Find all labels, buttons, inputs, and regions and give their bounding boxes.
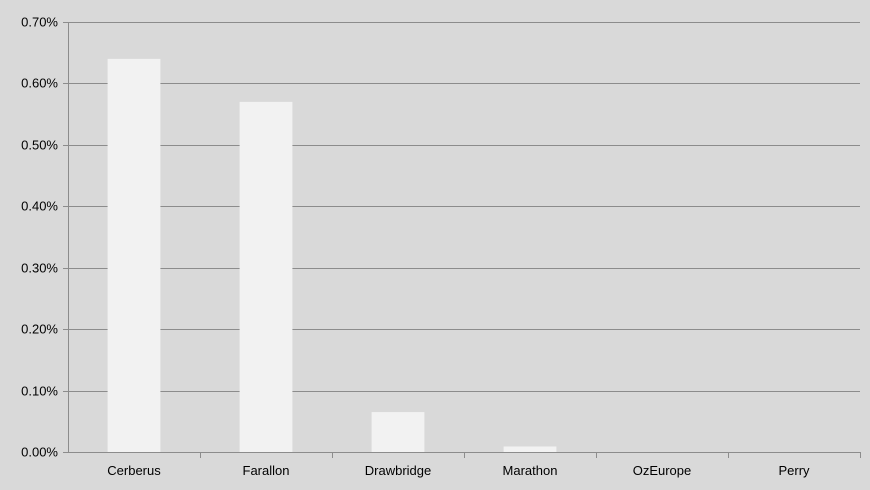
- y-tick-label: 0.40%: [21, 199, 58, 214]
- bar-cerberus: [107, 58, 161, 452]
- x-tick-label: OzEurope: [633, 463, 692, 478]
- bar-drawbridge: [371, 412, 425, 452]
- y-tick-label: 0.20%: [21, 322, 58, 337]
- x-tick-label: Cerberus: [107, 463, 161, 478]
- y-tick-label: 0.70%: [21, 15, 58, 30]
- bar-marathon: [503, 446, 557, 452]
- x-tick-label: Drawbridge: [365, 463, 431, 478]
- x-tick-label: Perry: [778, 463, 810, 478]
- gridlines: [68, 22, 860, 392]
- x-tick-label: Farallon: [243, 463, 290, 478]
- y-tick-label: 0.50%: [21, 138, 58, 153]
- y-tick-label: 0.60%: [21, 76, 58, 91]
- y-tick-label: 0.00%: [21, 445, 58, 460]
- x-tick-label: Marathon: [503, 463, 558, 478]
- bar-farallon: [239, 101, 293, 452]
- axis-labels: 0.00% 0.10% 0.20% 0.30% 0.40% 0.50% 0.60% 0.70%…: [21, 15, 810, 479]
- y-tick-label: 0.10%: [21, 384, 58, 399]
- y-tick-label: 0.30%: [21, 261, 58, 276]
- axes: [63, 22, 861, 458]
- bars: [107, 58, 557, 452]
